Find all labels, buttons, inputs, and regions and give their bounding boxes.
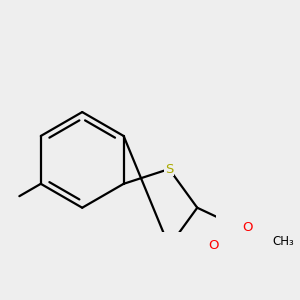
Text: CH₃: CH₃ xyxy=(272,235,294,248)
Text: O: O xyxy=(242,221,253,234)
Text: S: S xyxy=(165,163,173,176)
Text: O: O xyxy=(208,239,219,252)
